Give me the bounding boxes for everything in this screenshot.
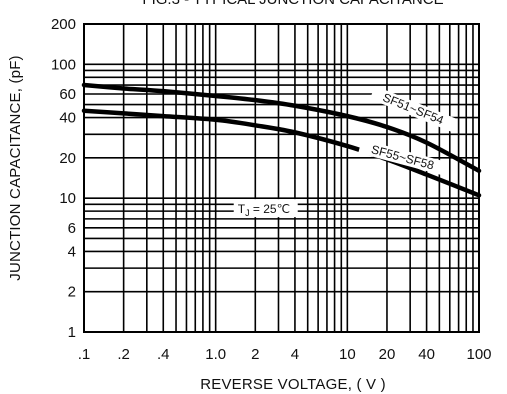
x-tick-label: 20: [379, 346, 396, 363]
x-tick-label: 10: [339, 346, 356, 363]
svg-text:TJ = 25℃: TJ = 25℃: [238, 202, 290, 218]
x-tick-label: 100: [466, 346, 491, 363]
y-tick-label: 2: [68, 284, 76, 301]
x-tick-label: .2: [117, 346, 130, 363]
x-tick-labels: .1 .2 .4 1.0 2 4 10 20 40 100: [78, 346, 492, 363]
chart-title: FIG.3 - TYPICAL JUNCTION CAPACITANCE: [142, 0, 443, 8]
y-tick-labels: 1 2 4 6 10 20 40 60 100 200: [51, 16, 76, 341]
y-tick-label: 40: [59, 110, 76, 127]
series-line-2: [81, 108, 482, 198]
y-tick-label: 1: [68, 324, 76, 341]
y-tick-label: 10: [59, 190, 76, 207]
x-tick-label: 40: [418, 346, 435, 363]
x-axis-label: REVERSE VOLTAGE, ( V ): [200, 376, 386, 393]
y-tick-label: 60: [59, 86, 76, 103]
x-tick-label: .4: [157, 346, 170, 363]
x-tick-label: 4: [291, 346, 299, 363]
x-tick-label: .1: [78, 346, 91, 363]
series-line-1: [81, 82, 482, 174]
svg-text:SF51~SF54: SF51~SF54: [381, 90, 446, 127]
plot-frame: [83, 23, 480, 333]
y-tick-label: 4: [68, 243, 76, 260]
y-tick-label: 20: [59, 150, 76, 167]
y-axis-label: JUNCTION CAPACITANCE, (pF): [7, 55, 24, 280]
x-tick-label: 2: [251, 346, 259, 363]
y-tick-label: 6: [68, 220, 76, 237]
y-tick-label: 200: [51, 16, 76, 33]
tj-annotation: TJ = 25℃: [233, 199, 298, 218]
grid: [83, 23, 480, 333]
series-layer: [81, 82, 482, 198]
x-tick-label: 1.0: [205, 346, 226, 363]
y-tick-label: 100: [51, 56, 76, 73]
